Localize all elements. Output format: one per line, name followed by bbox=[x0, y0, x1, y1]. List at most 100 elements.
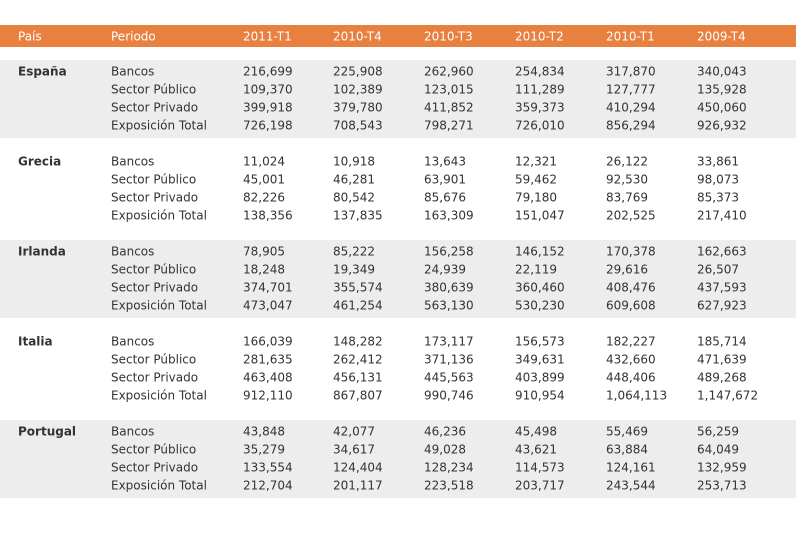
cell-value: 463,408 bbox=[243, 371, 293, 385]
row-label: Exposición Total bbox=[111, 299, 207, 313]
cell-value: 216,699 bbox=[243, 65, 293, 79]
header-cell: País bbox=[18, 30, 42, 44]
cell-value: 10,918 bbox=[333, 155, 375, 169]
cell-value: 349,631 bbox=[515, 353, 565, 367]
cell-value: 262,412 bbox=[333, 353, 383, 367]
cell-value: 80,542 bbox=[333, 191, 375, 205]
header-cell: Periodo bbox=[111, 30, 156, 44]
cell-value: 359,373 bbox=[515, 101, 565, 115]
row-label: Sector Público bbox=[111, 353, 196, 367]
cell-value: 46,281 bbox=[333, 173, 375, 187]
cell-value: 437,593 bbox=[697, 281, 747, 295]
group-band bbox=[0, 420, 796, 498]
cell-value: 403,899 bbox=[515, 371, 565, 385]
row-label: Sector Público bbox=[111, 173, 196, 187]
row-label: Sector Público bbox=[111, 83, 196, 97]
cell-value: 990,746 bbox=[424, 389, 474, 403]
cell-value: 109,370 bbox=[243, 83, 293, 97]
cell-value: 133,554 bbox=[243, 461, 293, 475]
row-label: Sector Privado bbox=[111, 371, 198, 385]
cell-value: 317,870 bbox=[606, 65, 656, 79]
cell-value: 111,289 bbox=[515, 83, 565, 97]
cell-value: 78,905 bbox=[243, 245, 285, 259]
cell-value: 609,608 bbox=[606, 299, 656, 313]
cell-value: 243,544 bbox=[606, 479, 656, 493]
cell-value: 489,268 bbox=[697, 371, 747, 385]
cell-value: 432,660 bbox=[606, 353, 656, 367]
cell-value: 173,117 bbox=[424, 335, 474, 349]
cell-value: 114,573 bbox=[515, 461, 565, 475]
header-cell: 2010-T2 bbox=[515, 30, 564, 44]
cell-value: 132,959 bbox=[697, 461, 747, 475]
cell-value: 64,049 bbox=[697, 443, 739, 457]
cell-value: 912,110 bbox=[243, 389, 293, 403]
header-cell: 2010-T1 bbox=[606, 30, 655, 44]
cell-value: 45,001 bbox=[243, 173, 285, 187]
row-label: Bancos bbox=[111, 65, 154, 79]
country: Portugal bbox=[18, 425, 76, 439]
header-cell: 2010-T4 bbox=[333, 30, 382, 44]
cell-value: 563,130 bbox=[424, 299, 474, 313]
cell-value: 19,349 bbox=[333, 263, 375, 277]
header-cell: 2010-T3 bbox=[424, 30, 473, 44]
cell-value: 151,047 bbox=[515, 209, 565, 223]
country: España bbox=[18, 65, 67, 79]
cell-value: 867,807 bbox=[333, 389, 383, 403]
cell-value: 411,852 bbox=[424, 101, 474, 115]
row-label: Sector Público bbox=[111, 263, 196, 277]
cell-value: 55,469 bbox=[606, 425, 648, 439]
cell-value: 24,939 bbox=[424, 263, 466, 277]
cell-value: 35,279 bbox=[243, 443, 285, 457]
cell-value: 201,117 bbox=[333, 479, 383, 493]
cell-value: 162,663 bbox=[697, 245, 747, 259]
cell-value: 166,039 bbox=[243, 335, 293, 349]
cell-value: 355,574 bbox=[333, 281, 383, 295]
cell-value: 43,848 bbox=[243, 425, 285, 439]
cell-value: 46,236 bbox=[424, 425, 466, 439]
country: Irlanda bbox=[18, 245, 66, 259]
cell-value: 102,389 bbox=[333, 83, 383, 97]
cell-value: 63,884 bbox=[606, 443, 648, 457]
row-label: Sector Público bbox=[111, 443, 196, 457]
cell-value: 1,147,672 bbox=[697, 389, 758, 403]
cell-value: 203,717 bbox=[515, 479, 565, 493]
country: Italia bbox=[18, 335, 53, 349]
cell-value: 627,923 bbox=[697, 299, 747, 313]
cell-value: 34,617 bbox=[333, 443, 375, 457]
cell-value: 18,248 bbox=[243, 263, 285, 277]
cell-value: 461,254 bbox=[333, 299, 383, 313]
cell-value: 182,227 bbox=[606, 335, 656, 349]
cell-value: 63,901 bbox=[424, 173, 466, 187]
cell-value: 156,258 bbox=[424, 245, 474, 259]
cell-value: 910,954 bbox=[515, 389, 565, 403]
cell-value: 410,294 bbox=[606, 101, 656, 115]
cell-value: 128,234 bbox=[424, 461, 474, 475]
cell-value: 85,373 bbox=[697, 191, 739, 205]
cell-value: 43,621 bbox=[515, 443, 557, 457]
cell-value: 399,918 bbox=[243, 101, 293, 115]
row-label: Bancos bbox=[111, 335, 154, 349]
cell-value: 340,043 bbox=[697, 65, 747, 79]
cell-value: 49,028 bbox=[424, 443, 466, 457]
cell-value: 185,714 bbox=[697, 335, 747, 349]
cell-value: 22,119 bbox=[515, 263, 557, 277]
country: Grecia bbox=[18, 155, 61, 169]
row-label: Bancos bbox=[111, 425, 154, 439]
row-label: Sector Privado bbox=[111, 191, 198, 205]
cell-value: 856,294 bbox=[606, 119, 656, 133]
cell-value: 212,704 bbox=[243, 479, 293, 493]
cell-value: 726,010 bbox=[515, 119, 565, 133]
cell-value: 12,321 bbox=[515, 155, 557, 169]
cell-value: 456,131 bbox=[333, 371, 383, 385]
cell-value: 360,460 bbox=[515, 281, 565, 295]
cell-value: 473,047 bbox=[243, 299, 293, 313]
row-label: Exposición Total bbox=[111, 479, 207, 493]
cell-value: 13,643 bbox=[424, 155, 466, 169]
cell-value: 59,462 bbox=[515, 173, 557, 187]
cell-value: 148,282 bbox=[333, 335, 383, 349]
cell-value: 83,769 bbox=[606, 191, 648, 205]
cell-value: 374,701 bbox=[243, 281, 293, 295]
header-cell: 2009-T4 bbox=[697, 30, 746, 44]
cell-value: 379,780 bbox=[333, 101, 383, 115]
group-band bbox=[0, 240, 796, 318]
